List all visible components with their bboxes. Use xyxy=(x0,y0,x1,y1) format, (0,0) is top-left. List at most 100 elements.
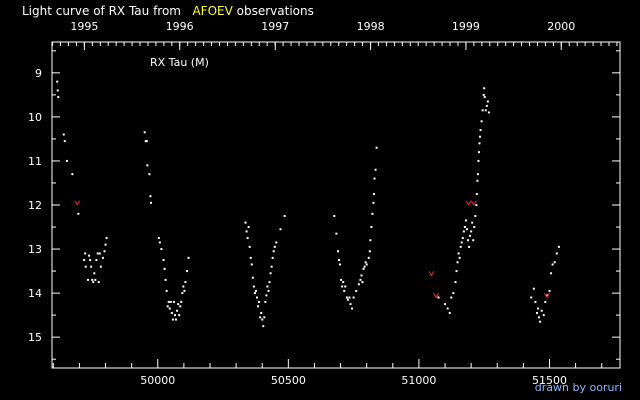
observation-point xyxy=(454,281,457,284)
upper-limit-points xyxy=(74,200,550,299)
observation-point xyxy=(461,237,464,240)
observation-point xyxy=(459,245,462,248)
observation-point xyxy=(550,272,553,275)
observation-point xyxy=(535,311,538,314)
observation-point xyxy=(446,307,449,310)
top-year-label: 1997 xyxy=(261,20,289,33)
observation-point xyxy=(263,316,266,319)
observation-point xyxy=(339,263,342,266)
observation-point xyxy=(555,252,558,255)
top-year-label: 1995 xyxy=(70,20,98,33)
observation-point xyxy=(168,307,171,310)
observation-point xyxy=(351,307,354,310)
observation-points xyxy=(56,80,560,328)
observation-point xyxy=(261,318,264,321)
observation-point xyxy=(248,245,251,248)
observation-point xyxy=(172,300,175,303)
observation-point xyxy=(257,305,260,308)
observation-point xyxy=(89,259,92,262)
observation-point xyxy=(267,289,270,292)
observation-point xyxy=(372,201,375,204)
observation-point xyxy=(357,283,360,286)
observation-point xyxy=(373,177,376,180)
observation-point xyxy=(90,265,93,268)
observation-point xyxy=(181,292,184,295)
observation-point xyxy=(476,173,479,176)
y-tick-label: 10 xyxy=(28,111,42,124)
observation-point xyxy=(98,252,101,255)
observation-point xyxy=(187,256,190,259)
observation-point xyxy=(183,289,186,292)
observation-point xyxy=(166,305,169,308)
observation-point xyxy=(333,215,336,218)
upper-limit-mark xyxy=(74,200,81,206)
observation-point xyxy=(99,265,102,268)
observation-point xyxy=(245,230,248,233)
top-year-label: 1996 xyxy=(166,20,194,33)
observation-point xyxy=(275,241,278,244)
observation-point xyxy=(250,263,253,266)
observation-point xyxy=(372,192,375,195)
credit-text: drawn by ooruri xyxy=(534,381,622,394)
observation-point xyxy=(157,237,160,240)
observation-point xyxy=(343,289,346,292)
observation-point xyxy=(361,281,364,284)
observation-point xyxy=(83,259,86,262)
observation-point xyxy=(464,219,467,222)
title-prefix: Light curve of RX Tau from xyxy=(22,4,181,18)
observation-point xyxy=(342,281,345,284)
observation-point xyxy=(268,281,271,284)
observation-point xyxy=(271,256,274,259)
observation-point xyxy=(483,96,486,99)
observation-point xyxy=(481,109,484,112)
observation-point xyxy=(77,212,80,215)
top-year-label: 1999 xyxy=(452,20,480,33)
observation-point xyxy=(253,292,256,295)
upper-limit-mark xyxy=(433,293,440,299)
observation-point xyxy=(477,159,480,162)
top-year-label: 1998 xyxy=(357,20,385,33)
observation-point xyxy=(247,226,250,229)
observation-point xyxy=(175,318,178,321)
upper-limit-mark xyxy=(465,200,472,206)
bottom-tick-label: 50000 xyxy=(140,374,175,387)
y-tick-label: 11 xyxy=(28,155,42,168)
observation-point xyxy=(96,252,99,255)
observation-point xyxy=(176,309,179,312)
observation-point xyxy=(162,259,165,262)
title-highlight-afoev: AFOEV xyxy=(192,4,233,18)
observation-point xyxy=(94,278,97,281)
observation-point xyxy=(338,259,341,262)
observation-point xyxy=(158,241,161,244)
observation-point xyxy=(355,289,358,292)
observation-point xyxy=(478,142,481,145)
observation-point xyxy=(469,234,472,237)
observation-point xyxy=(553,261,556,264)
y-tick-label: 15 xyxy=(28,331,42,344)
observation-point xyxy=(471,221,474,224)
observation-point xyxy=(56,89,59,92)
observation-point xyxy=(262,325,265,328)
bottom-tick-label: 50500 xyxy=(271,374,306,387)
observation-point xyxy=(160,248,163,251)
observation-point xyxy=(93,272,96,275)
observation-point xyxy=(551,263,554,266)
observation-point xyxy=(244,221,247,224)
observation-point xyxy=(279,228,282,231)
observation-point xyxy=(62,133,65,136)
observation-point xyxy=(473,226,476,229)
observation-point xyxy=(369,239,372,242)
observation-point xyxy=(457,252,460,255)
observation-point xyxy=(455,270,458,273)
title-suffix: observations xyxy=(236,4,314,18)
y-tick-label: 14 xyxy=(28,287,42,300)
observation-point xyxy=(348,296,351,299)
observation-point xyxy=(557,245,560,248)
observation-point xyxy=(479,129,482,132)
observation-point xyxy=(362,267,365,270)
observation-point xyxy=(548,289,551,292)
observation-point xyxy=(367,256,370,259)
observation-point xyxy=(84,265,87,268)
axis-tick-labels: 50000 50500 51000 51500 1995 1996 1997 1998 1999… xyxy=(28,20,575,387)
